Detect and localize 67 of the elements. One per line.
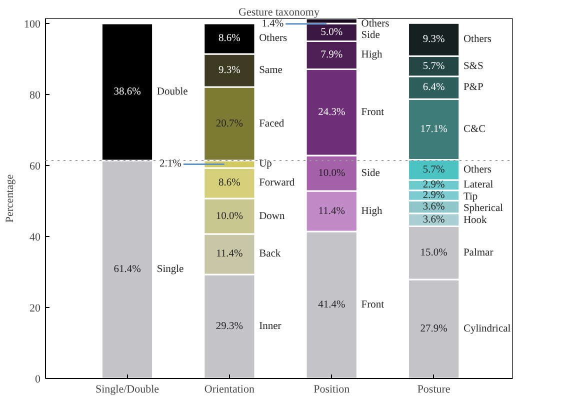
data-label: 61.4% [114,264,142,276]
series-label: Hook [463,214,488,226]
chart-title: Gesture taxonomy [238,6,320,18]
y-tick-label: 100 [24,18,41,30]
data-label: 10.0% [318,168,346,179]
series-label: Side [361,168,380,179]
series-label: Side [361,30,380,42]
series-label: Double [156,86,188,98]
series-label: Lateral [463,180,494,191]
x-tick-label: Single/Double [95,384,160,396]
series-label: Others [361,18,390,30]
data-label: 8.6% [218,178,241,189]
series-label: Up [259,158,272,170]
data-label: 38.6% [114,86,142,98]
data-label: 3.6% [422,214,446,226]
series-label: Cylindrical [463,323,511,334]
x-tick-label: Posture [417,384,450,396]
data-label: 8.6% [218,33,241,44]
data-label: 15.0% [420,247,448,258]
series-label: Back [259,248,282,260]
data-label: 5.0% [320,26,343,38]
data-label: 11.4% [318,206,346,217]
series-label: Down [259,210,286,222]
series-label: Faced [259,118,285,130]
x-tick-label: Position [314,384,350,396]
series-label: Same [259,65,283,76]
data-label: 2.9% [422,190,446,201]
series-label: Others [463,164,492,176]
data-label: 29.3% [216,320,244,332]
series-label: Front [361,300,384,311]
y-tick-label: 20 [30,302,41,314]
series-label: Inner [259,320,282,332]
x-tick-label: Orientation [204,384,255,396]
series-label: Forward [259,178,296,189]
series-label: High [361,206,384,217]
series-label: S&S [463,60,484,72]
data-label: 27.9% [420,323,448,334]
series-label: Front [361,106,384,118]
data-label: 2.9% [422,180,446,191]
data-label: 41.4% [318,300,346,311]
data-label: 20.7% [216,118,244,130]
series-label: C&C [463,124,486,135]
data-label: 9.3% [422,34,446,46]
data-label: 5.7% [422,164,446,176]
series-label: Single [156,264,184,276]
data-label: 24.3% [318,106,346,118]
data-label: 9.3% [218,65,241,76]
data-label: 10.0% [216,210,244,222]
series-label: High [361,50,384,61]
data-label: 17.1% [420,124,448,135]
series-label: Others [259,33,288,44]
y-tick-label: 60 [30,160,41,172]
series-label: Others [463,34,492,46]
y-tick-label: 0 [35,374,41,386]
data-label: 1.4% [262,18,284,30]
data-label: 6.4% [422,82,446,94]
data-label: 7.9% [320,50,343,61]
y-tick-label: 80 [30,89,41,102]
data-label: 3.6% [422,202,446,213]
y-tick-label: 40 [30,231,41,244]
series-label: Tip [463,191,478,202]
data-label: 11.4% [216,248,244,260]
series-label: Palmar [463,247,494,258]
series-label: P&P [463,82,484,94]
y-axis-title: Percentage [4,174,16,223]
data-label: 5.7% [422,60,446,72]
series-label: Spherical [463,203,504,214]
